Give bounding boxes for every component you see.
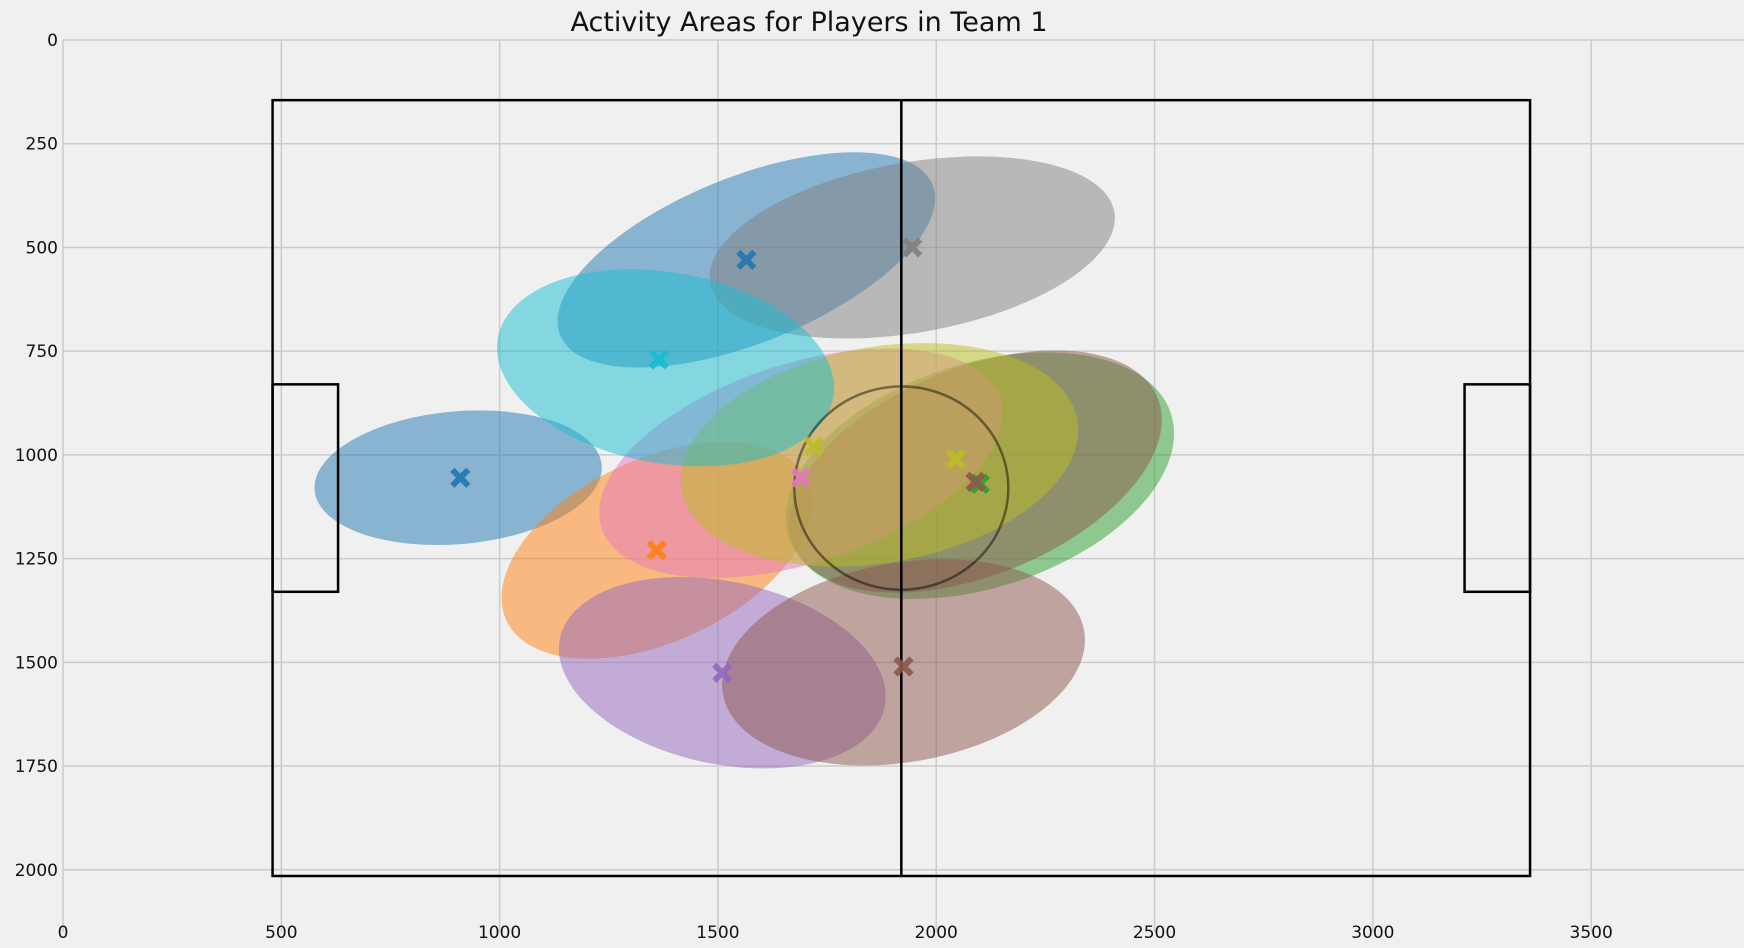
player-marker — [712, 662, 733, 683]
x-tick-label: 3500 — [1570, 923, 1613, 943]
player-marker — [450, 467, 471, 488]
y-tick-label: 1250 — [15, 550, 58, 570]
player-marker — [902, 237, 923, 258]
player-markers — [450, 237, 991, 683]
pitch-lines — [271, 98, 1532, 878]
x-tick-label: 1000 — [478, 923, 521, 943]
player-marker — [945, 448, 967, 470]
y-tick-label: 250 — [26, 135, 58, 155]
y-tick-label: 0 — [47, 31, 58, 51]
y-tick-label: 2000 — [15, 861, 58, 881]
x-tick-label: 3000 — [1351, 923, 1394, 943]
player-marker — [893, 656, 914, 677]
y-tick-label: 1000 — [15, 446, 58, 466]
y-tick-label: 1500 — [15, 653, 58, 673]
player-marker — [790, 467, 812, 488]
x-tick-label: 2500 — [1133, 923, 1176, 943]
x-tick-label: 2000 — [915, 923, 958, 943]
y-tick-labels: 0 250 500 750 1000 1250 1500 1750 2000 — [15, 31, 58, 881]
x-tick-label: 0 — [58, 923, 69, 943]
y-tick-label: 1750 — [15, 757, 58, 777]
left-goal-box — [271, 383, 340, 594]
player-marker — [646, 540, 667, 561]
x-tick-labels: 0 500 1000 1500 2000 2500 3000 3500 — [58, 923, 1613, 943]
player-marker — [803, 436, 825, 457]
chart-title: Activity Areas for Players in Team 1 — [570, 7, 1047, 38]
x-tick-label: 500 — [265, 923, 297, 943]
player-marker — [736, 249, 757, 271]
player-marker — [648, 349, 670, 370]
center-circle — [793, 385, 1010, 591]
x-tick-label: 1500 — [696, 923, 739, 943]
y-tick-label: 500 — [26, 238, 58, 258]
right-goal-box — [1463, 383, 1532, 594]
player-marker — [965, 471, 986, 492]
y-tick-label: 750 — [26, 342, 58, 362]
